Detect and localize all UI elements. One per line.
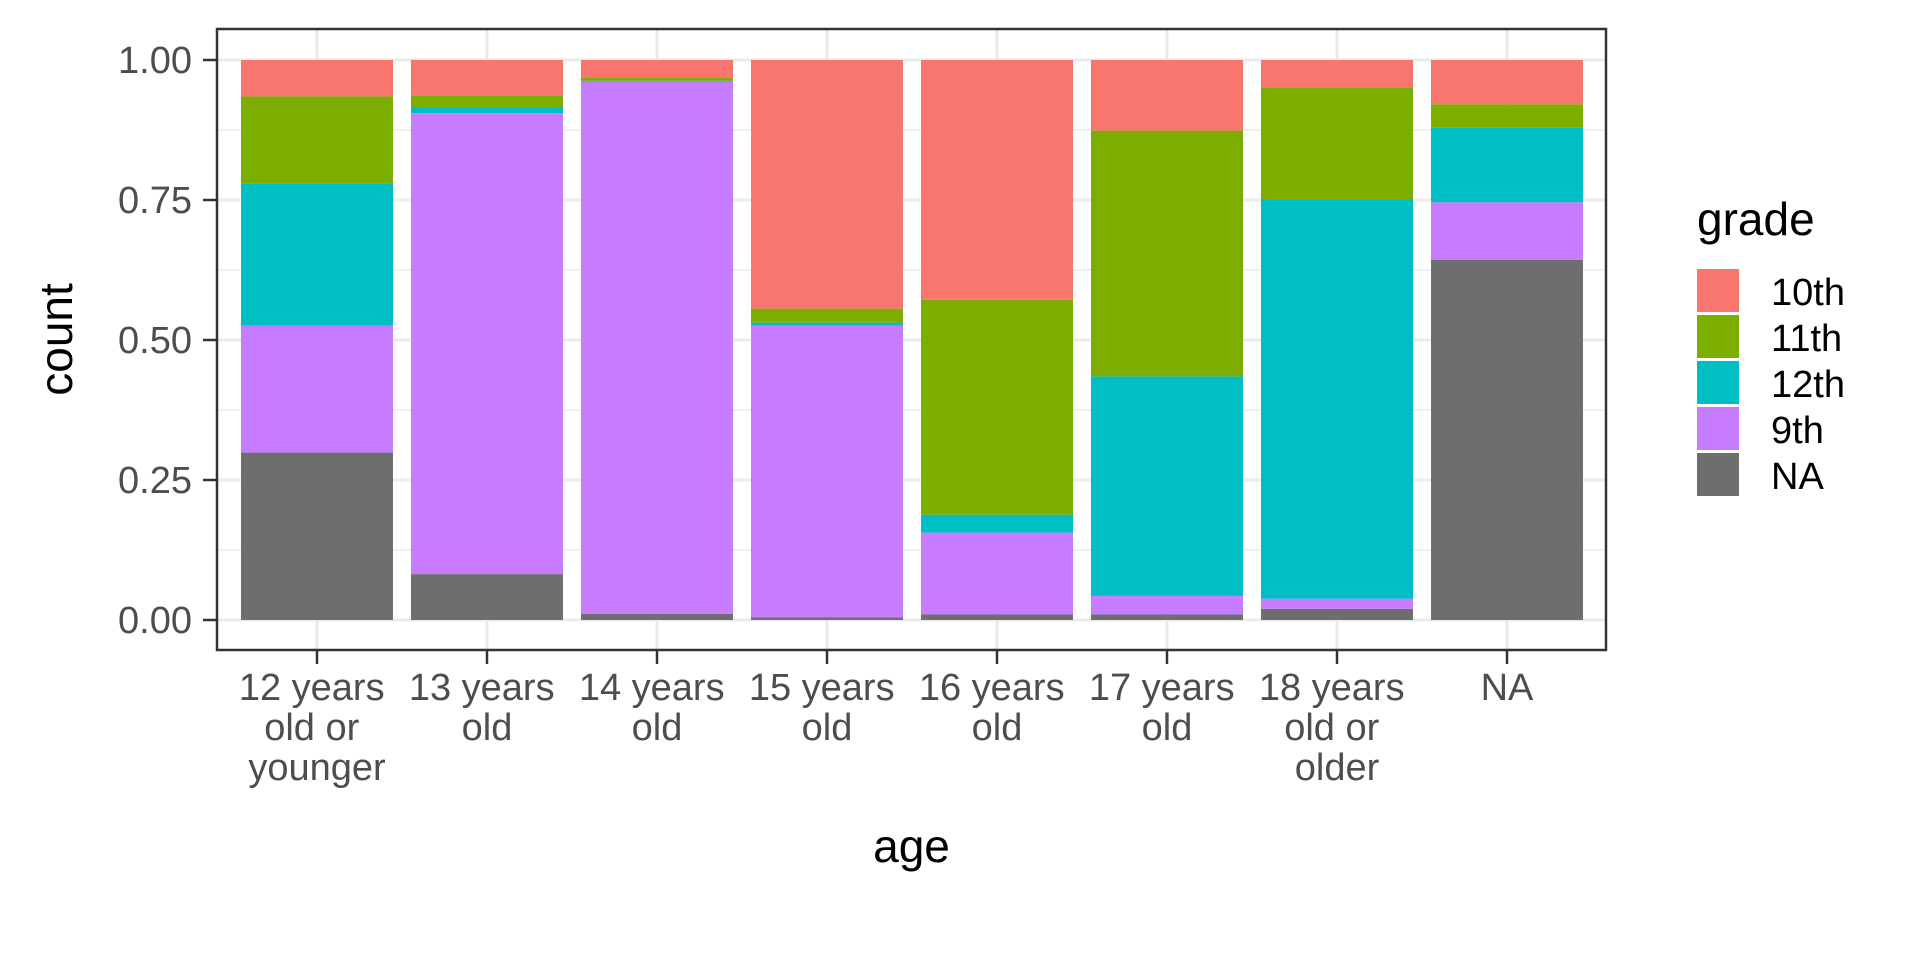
bar-segment-10th: [1261, 60, 1413, 88]
x-tick-label: 15 years old: [749, 667, 905, 749]
x-tick-label: 12 years old or younger: [239, 667, 395, 789]
y-tick-label: 0.75: [118, 180, 192, 222]
bar-segment-9th: [1431, 202, 1583, 260]
bar-segment-10th: [241, 60, 393, 97]
bar-segment-12th: [921, 514, 1073, 533]
x-tick-label: 13 years old: [409, 667, 565, 749]
legend-label: 9th: [1771, 410, 1824, 452]
legend-title: grade: [1697, 193, 1815, 245]
bar-segment-na: [1431, 259, 1583, 620]
bar-segment-11th: [581, 77, 733, 81]
bar-segment-11th: [1431, 104, 1583, 128]
bar-segment-11th: [411, 95, 563, 108]
y-tick-label: 0.50: [118, 320, 192, 362]
bar-segment-9th: [751, 325, 903, 618]
bar-segment-11th: [921, 299, 1073, 515]
bar-segment-9th: [411, 113, 563, 575]
bar-segment-na: [1091, 614, 1243, 620]
bar-segment-12th: [751, 322, 903, 326]
bar-segment-10th: [921, 60, 1073, 300]
bar-segment-9th: [921, 532, 1073, 615]
legend-label: 12th: [1771, 364, 1845, 406]
bar-segment-12th: [1431, 127, 1583, 203]
bar-segment-9th: [241, 325, 393, 453]
bar-segment-12th: [1261, 200, 1413, 599]
bar-segment-na: [411, 574, 563, 620]
y-tick-label: 0.25: [118, 460, 192, 502]
bar-segment-9th: [1261, 598, 1413, 609]
bar-segment-9th: [1091, 595, 1243, 615]
x-axis-title: age: [873, 820, 950, 872]
y-tick-label: 0.00: [118, 600, 192, 642]
bar-segment-12th: [1091, 376, 1243, 596]
legend-key-na: [1697, 453, 1739, 496]
axes: 0.00 0.25 0.50 0.75 1.00 12 years old or youn…: [118, 40, 1534, 789]
bar-segment-na: [241, 452, 393, 620]
legend-label: 11th: [1771, 318, 1842, 360]
legend-label: NA: [1771, 456, 1824, 498]
legend-label: 10th: [1771, 272, 1845, 314]
y-axis-title: count: [30, 283, 82, 396]
bar-segment-12th: [411, 107, 563, 114]
bar-segment-11th: [1091, 130, 1243, 377]
bars: [241, 60, 1583, 620]
bar-segment-11th: [1261, 87, 1413, 200]
bar-segment-na: [1261, 608, 1413, 620]
x-tick-label: 16 years old: [919, 667, 1075, 749]
bar-segment-11th: [241, 96, 393, 184]
bar-segment-10th: [1091, 60, 1243, 131]
x-tick-label: 17 years old: [1089, 667, 1245, 749]
legend-key-12th: [1697, 361, 1739, 404]
bar-segment-na: [921, 614, 1073, 620]
bar-segment-11th: [751, 308, 903, 323]
bar-segment-na: [581, 613, 733, 620]
x-tick-label: 14 years old: [579, 667, 735, 749]
bar-segment-10th: [1431, 60, 1583, 105]
bar-segment-12th: [241, 183, 393, 326]
x-tick-label: 18 years old or older: [1259, 667, 1415, 789]
legend-key-10th: [1697, 269, 1739, 312]
bar-segment-12th: [581, 80, 733, 82]
legend-key-9th: [1697, 407, 1739, 450]
bar-segment-9th: [581, 81, 733, 614]
bar-segment-na: [751, 617, 903, 620]
y-tick-label: 1.00: [118, 40, 192, 82]
bar-segment-10th: [751, 60, 903, 309]
legend-key-11th: [1697, 315, 1739, 358]
x-tick-label: NA: [1481, 667, 1534, 709]
bar-segment-10th: [411, 60, 563, 96]
bar-segment-10th: [581, 60, 733, 78]
